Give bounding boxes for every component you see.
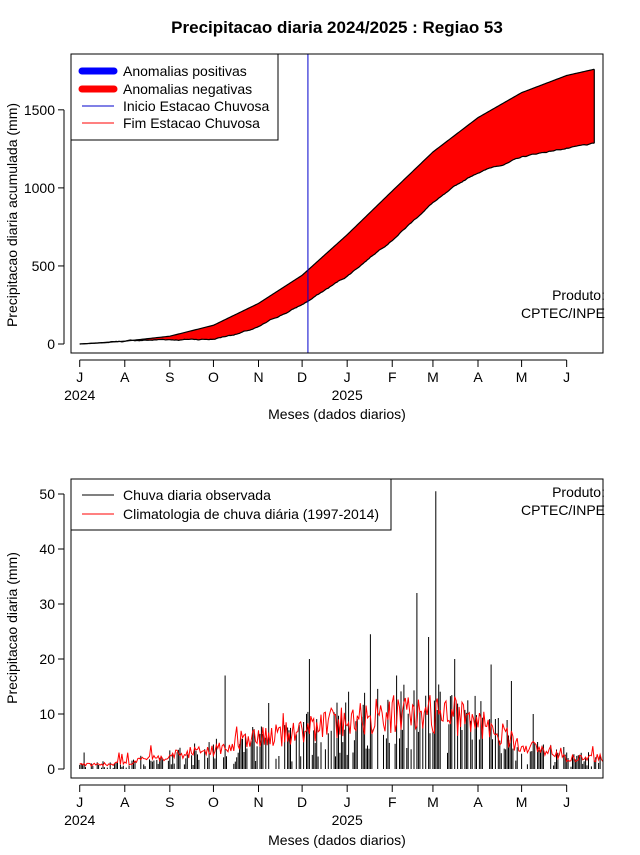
cumulative-y-axis: 0 500 1000 1500 <box>24 102 65 352</box>
daily-y-tick-label: 0 <box>47 761 55 777</box>
cumulative-legend: Anomalias positivas Anomalias negativas … <box>70 53 279 141</box>
legend-label-climatology: Climatologia de chuva diária (1997-2014) <box>123 506 379 522</box>
daily-bars-layer <box>79 491 604 769</box>
daily-x-tick-label: D <box>297 794 307 810</box>
daily-panel: 0 10 20 30 40 50 J A S O N D J F M A M J 2024 2025 Meses (… <box>4 478 605 848</box>
daily-x-tick-label: O <box>208 794 219 810</box>
chart-title: Precipitacao diaria 2024/2025 : Regiao 5… <box>171 18 503 37</box>
daily-y-axis: 0 10 20 30 40 50 <box>39 486 65 777</box>
cumulative-plot-frame <box>70 53 604 354</box>
cumulative-x-tick-label: A <box>120 369 130 385</box>
cumulative-x-tick-label: F <box>388 369 397 385</box>
daily-climatology-line <box>79 695 604 767</box>
daily-y-tick-label: 40 <box>39 541 55 557</box>
cumulative-year-label-2024: 2024 <box>64 387 95 403</box>
climatology-line-layer <box>79 695 604 767</box>
negative-anomaly-area <box>79 69 595 344</box>
cumulative-x-tick-label: D <box>297 369 307 385</box>
daily-year-label-2025: 2025 <box>332 812 363 828</box>
cumulative-x-tick-label: M <box>427 369 439 385</box>
daily-year-label-2024: 2024 <box>64 812 95 828</box>
daily-y-tick-label: 10 <box>39 706 55 722</box>
cumulative-y-tick-label: 1000 <box>24 180 55 196</box>
daily-y-tick-label: 50 <box>39 486 55 502</box>
daily-x-label: Meses (dados diarios) <box>268 832 406 848</box>
daily-x-tick-label: S <box>165 794 174 810</box>
cumulative-x-tick-label: A <box>473 369 483 385</box>
observed-cumulative-line <box>79 142 595 345</box>
cumulative-x-tick-label: J <box>344 369 351 385</box>
credit-line1-bottom: Produto: <box>552 484 605 500</box>
daily-x-tick-label: J <box>563 794 570 810</box>
daily-x-tick-label: F <box>388 794 397 810</box>
legend-label-positive: Anomalias positivas <box>123 63 247 79</box>
cumulative-x-tick-label: O <box>208 369 219 385</box>
credit-line2-bottom: CPTEC/INPE <box>521 502 605 518</box>
daily-x-tick-label: J <box>76 794 83 810</box>
cumulative-panel: 0 500 1000 1500 J A S O N D J F M A M J 2024 2025 Meses … <box>4 53 605 422</box>
cumulative-year-label-2025: 2025 <box>332 387 363 403</box>
legend-label-observed: Chuva diaria observada <box>123 487 271 503</box>
daily-x-tick-label: J <box>344 794 351 810</box>
cumulative-x-tick-label: M <box>516 369 528 385</box>
cumulative-x-tick-label: N <box>253 369 263 385</box>
climatology-cumulative-line <box>79 68 595 345</box>
daily-legend: Chuva diaria observada Climatologia de c… <box>70 478 392 531</box>
daily-y-label: Precipitacao diaria (mm) <box>4 552 20 704</box>
legend-label-season-start: Inicio Estacao Chuvosa <box>123 98 270 114</box>
daily-x-tick-label: M <box>427 794 439 810</box>
daily-y-tick-label: 20 <box>39 651 55 667</box>
anomaly-area-layer <box>79 69 595 344</box>
cumulative-y-tick-label: 500 <box>32 258 56 274</box>
daily-x-tick-label: A <box>120 794 130 810</box>
legend-box <box>70 478 392 531</box>
daily-x-tick-label: M <box>516 794 528 810</box>
legend-label-negative: Anomalias negativas <box>123 81 252 97</box>
cumulative-x-tick-label: J <box>563 369 570 385</box>
daily-x-axis: J A S O N D J F M A M J 2024 2025 <box>64 784 570 828</box>
daily-x-tick-label: N <box>253 794 263 810</box>
credit-line2-top: CPTEC/INPE <box>521 305 605 321</box>
cumulative-y-label: Precipitacao diaria acumulada (mm) <box>4 103 20 327</box>
cumulative-y-tick-label: 1500 <box>24 102 55 118</box>
cumulative-y-tick-label: 0 <box>47 336 55 352</box>
cumulative-x-tick-label: S <box>165 369 174 385</box>
cumulative-lines-layer <box>79 68 595 345</box>
legend-label-season-end: Fim Estacao Chuvosa <box>123 115 260 131</box>
cumulative-x-axis: J A S O N D J F M A M J 2024 2025 <box>64 359 570 403</box>
daily-x-tick-label: A <box>473 794 483 810</box>
daily-y-tick-label: 30 <box>39 596 55 612</box>
credit-line1-top: Produto: <box>552 287 605 303</box>
cumulative-x-label: Meses (dados diarios) <box>268 406 406 422</box>
cumulative-x-tick-label: J <box>76 369 83 385</box>
